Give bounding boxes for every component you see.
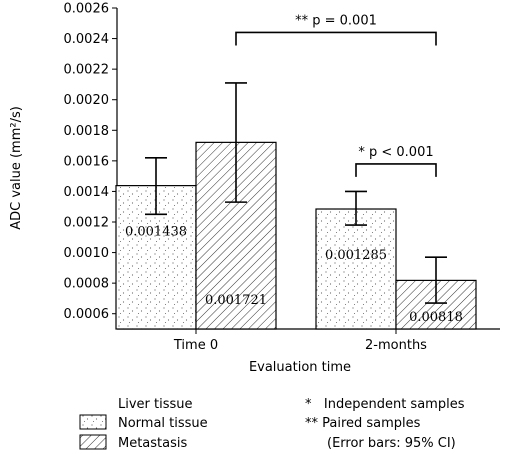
legend-swatch-normal	[79, 414, 107, 430]
y-ticks: 0.0006 0.0008 0.0010 0.0012 0.0014 0.0016 0.00…	[64, 2, 117, 322]
legend-note-paired: ** Paired samples	[305, 416, 421, 431]
bar-normal-2months	[315, 208, 397, 330]
y-tick-label: 0.0010	[64, 246, 110, 261]
significance-bracket	[355, 163, 437, 177]
x-tick-label-time0: Time 0	[173, 338, 218, 353]
data-label-normal-2months: 0.001285	[325, 248, 387, 263]
legend-label-normal: Normal tissue	[118, 416, 208, 431]
significance-label: * p < 0.001	[358, 145, 433, 160]
legend-note-errorbars: (Error bars: 95% CI)	[327, 436, 456, 451]
legend-swatch-metastasis	[79, 434, 107, 450]
y-tick-label: 0.0018	[64, 124, 110, 139]
y-tick-label: 0.0022	[64, 63, 110, 78]
significance-brackets: ** p = 0.001 * p < 0.001	[235, 13, 437, 177]
y-tick-label: 0.0016	[64, 154, 110, 169]
y-tick-label: 0.0008	[64, 277, 110, 292]
legend-label-metastasis: Metastasis	[118, 436, 187, 451]
legend-title: Liver tissue	[118, 397, 193, 412]
y-tick-label: 0.0014	[64, 185, 110, 200]
x-axis-label: Evaluation time	[249, 360, 351, 375]
significance-label: ** p = 0.001	[295, 13, 377, 28]
y-tick-label: 0.0006	[64, 307, 110, 322]
legend-note-independent: * Independent samples	[305, 397, 465, 412]
y-tick-label: 0.0020	[64, 93, 110, 108]
data-label-normal-time0: 0.001438	[125, 225, 187, 240]
data-label-metastasis-time0: 0.001721	[205, 293, 267, 308]
y-tick-label: 0.0012	[64, 216, 110, 231]
bars: 0.001438 0.001285 0.001721 0.00818	[115, 82, 477, 330]
x-tick-label-2months: 2-months	[365, 338, 427, 353]
y-tick-label: 0.0026	[64, 2, 110, 17]
data-label-metastasis-2months: 0.00818	[409, 310, 463, 325]
significance-bracket	[235, 31, 437, 46]
y-axis-label: ADC value (mm²/s)	[9, 106, 24, 230]
legend: Liver tissue Normal tissue Metastasis * …	[79, 397, 465, 451]
y-tick-label: 0.0024	[64, 32, 110, 47]
